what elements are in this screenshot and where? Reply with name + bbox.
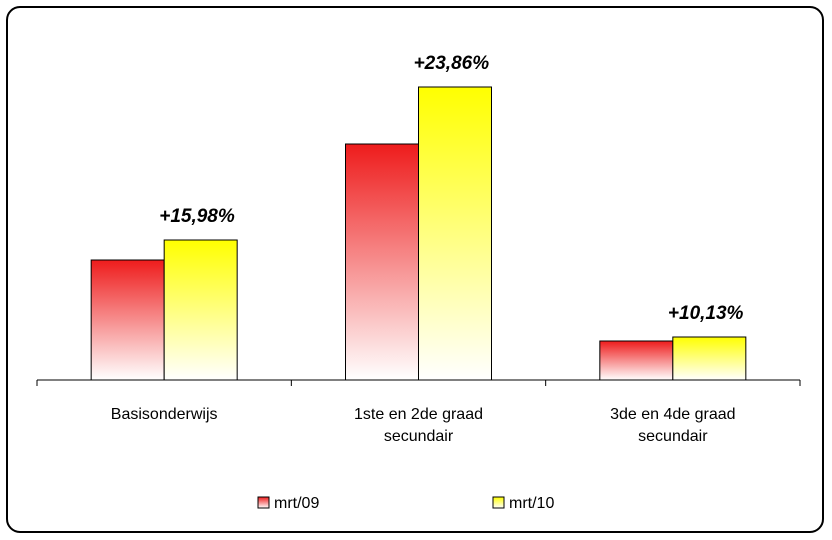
category-label-0: Basisonderwijs	[111, 406, 218, 423]
legend-swatch-0	[257, 496, 270, 509]
category-label-2: secundair	[638, 428, 708, 445]
legend-label-0: mrt/09	[274, 495, 319, 512]
data-label-0: +15,98%	[159, 206, 235, 227]
bar-mrt-09-0	[90, 259, 165, 381]
bar-mrt-09-2	[599, 340, 674, 381]
bar-mrt-10-0	[163, 239, 238, 381]
bar-mrt-10-2	[672, 336, 747, 381]
category-label-2: 3de en 4de graad	[610, 406, 735, 423]
category-label-1: secundair	[384, 428, 454, 445]
category-label-1: 1ste en 2de graad	[354, 406, 483, 423]
legend-label-1: mrt/10	[509, 495, 554, 512]
bar-mrt-09-1	[345, 143, 419, 381]
data-label-2: +10,13%	[668, 303, 744, 324]
legend-swatch-1	[492, 496, 505, 509]
bar-mrt-10-1	[418, 86, 492, 381]
data-label-1: +23,86%	[414, 53, 490, 74]
